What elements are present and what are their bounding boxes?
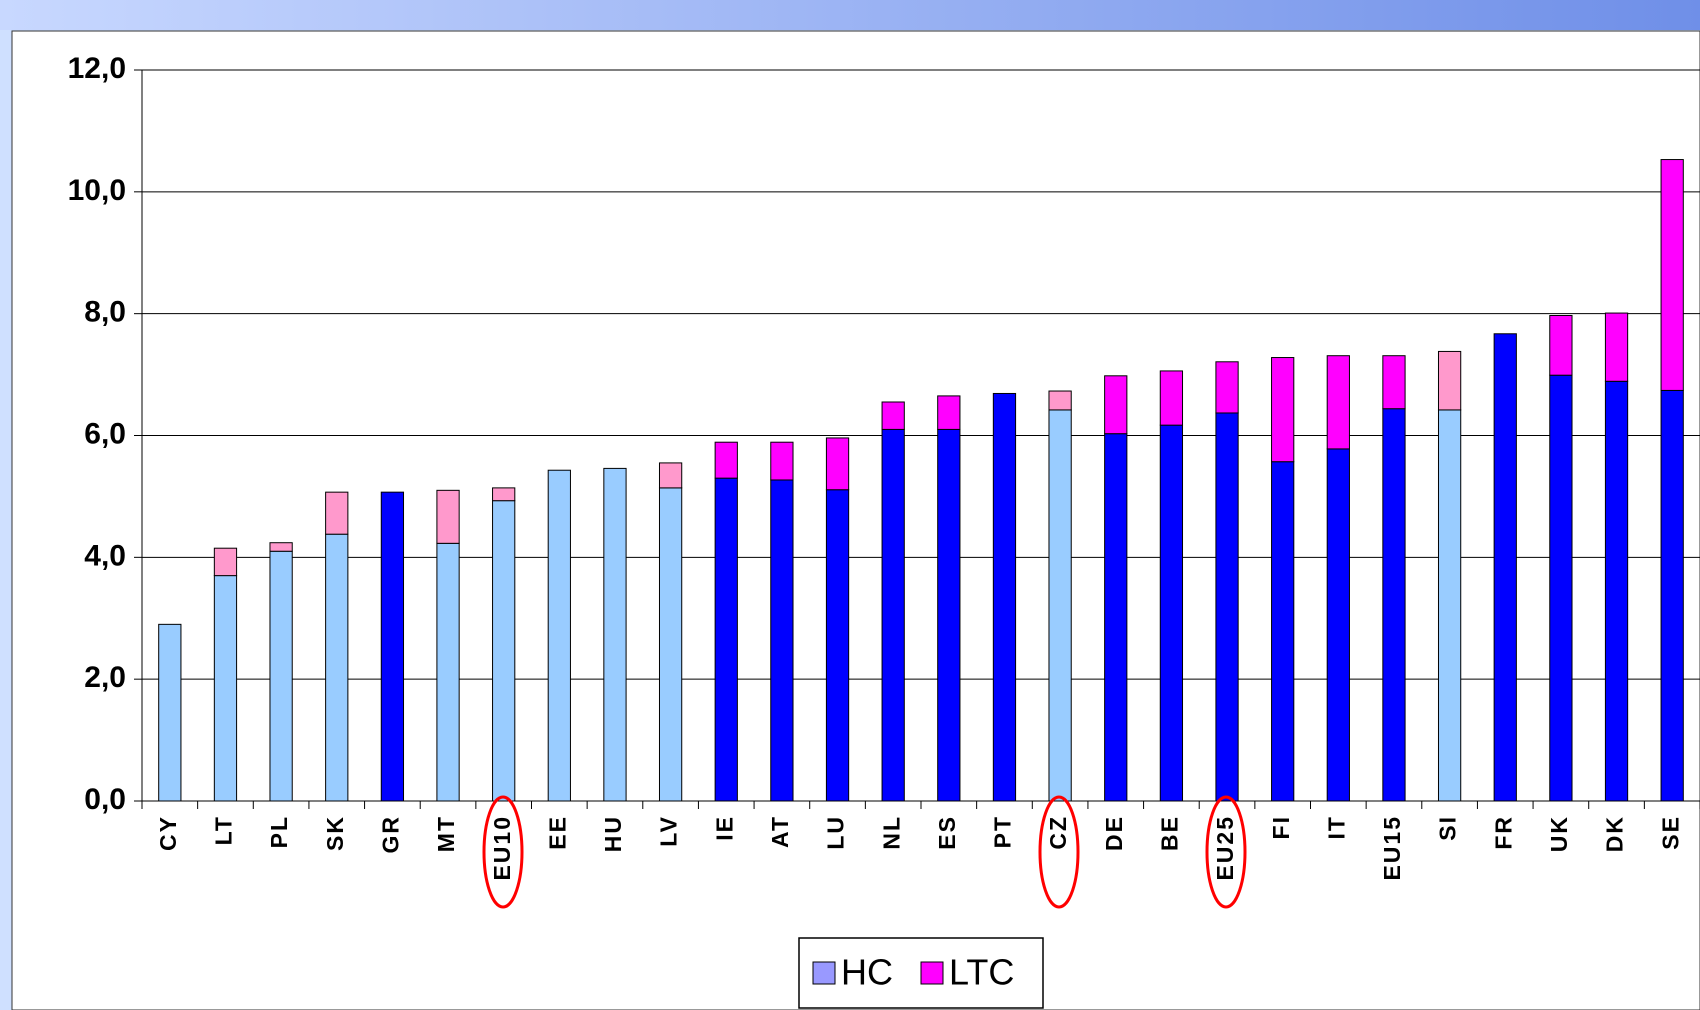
bar-segment: [1437, 409, 1462, 802]
x-tick-label: SI: [1435, 815, 1461, 841]
bar-segment: [158, 623, 182, 802]
x-tick-label: HU: [600, 815, 626, 852]
legend-swatch: [920, 961, 944, 985]
bar-segment: [992, 392, 1017, 802]
plot: 0,0 2,0 4,0 6,0 8,0 10,0 12,0 CY LT PL SK GR MT EU10 E…: [68, 52, 1700, 1009]
bar-segment: [436, 489, 460, 544]
x-tick-label: EU10: [489, 815, 515, 881]
bar-segment: [269, 550, 293, 802]
bar-segment: [881, 401, 905, 430]
bar-segment: [325, 491, 349, 535]
bar-segment: [825, 489, 850, 802]
bar-segment: [269, 542, 293, 552]
x-tick-label: IT: [1323, 815, 1349, 839]
bar-segment: [1159, 424, 1184, 802]
x-tick-label: SE: [1657, 815, 1683, 850]
x-tick-label: FI: [1268, 815, 1294, 839]
bar-segment: [603, 467, 627, 802]
legend-swatch: [812, 961, 836, 985]
bar-segment: [1326, 355, 1350, 450]
highlights: [482, 795, 1247, 909]
bar-segment: [1215, 412, 1239, 802]
bar-segment: [492, 487, 516, 502]
bar-segment: [714, 441, 738, 479]
legend-label: LTC: [949, 952, 1014, 993]
bar-segment: [213, 575, 238, 802]
x-tick-label: MT: [433, 815, 459, 852]
x-tick-label: CZ: [1045, 815, 1071, 850]
bar-segment: [1048, 390, 1072, 411]
y-tick-label: 2,0: [84, 661, 126, 694]
highlight-ellipse: [1205, 795, 1247, 909]
bar-segment: [937, 395, 961, 430]
y-tick-label: 10,0: [68, 174, 126, 207]
bar-segment: [547, 469, 571, 802]
x-tick-label: IE: [711, 815, 737, 841]
bar-segment: [714, 477, 738, 802]
bar-segment: [1604, 312, 1629, 382]
x-tick-label: BE: [1156, 815, 1182, 851]
bar-segment: [325, 533, 349, 802]
y-tick-label: 6,0: [84, 417, 126, 450]
x-tick-label: AT: [767, 815, 793, 848]
bar-segment: [658, 487, 683, 802]
bar-segment: [770, 479, 794, 802]
x-tick-label: LU: [823, 815, 849, 850]
top-band: [0, 0, 1700, 30]
bar-segment: [1271, 461, 1295, 802]
bar-segment: [1604, 380, 1629, 802]
bar-segment: [1104, 375, 1128, 435]
panel: [11, 30, 1700, 1010]
x-tick-label: PL: [266, 815, 292, 848]
bar-segment: [1048, 409, 1072, 802]
y-tick-label: 12,0: [68, 52, 126, 85]
legend-box: [798, 937, 1044, 1009]
bar-segment: [1159, 370, 1184, 426]
bar-segment: [1382, 408, 1406, 802]
y-tick-label: 8,0: [84, 296, 126, 329]
bar-segment: [937, 428, 961, 802]
x-tick-label: FR: [1490, 815, 1516, 850]
bar-segment: [1549, 374, 1573, 802]
bar-segment: [1660, 389, 1684, 802]
bar-segment: [1271, 357, 1295, 463]
legend-label: HC: [841, 952, 893, 993]
x-tick-label: DE: [1101, 815, 1127, 851]
bar-segment: [770, 441, 794, 481]
x-tick-label: PT: [990, 815, 1016, 848]
x-tick-label: SK: [322, 815, 348, 851]
bar-segment: [213, 547, 238, 577]
x-tick-label: LT: [211, 815, 237, 845]
bar-segment: [825, 437, 850, 491]
x-tick-label: EU15: [1379, 815, 1405, 881]
highlight-ellipse: [482, 795, 524, 909]
x-tick-label: CY: [155, 815, 181, 851]
bar-segment: [1215, 361, 1239, 414]
bar-segment: [1437, 350, 1462, 411]
x-tick-label: EU25: [1212, 815, 1238, 881]
bar-segment: [1326, 448, 1350, 802]
x-tick-label: NL: [878, 815, 904, 850]
x-tick-label: ES: [934, 815, 960, 850]
x-tick-label: EE: [544, 815, 570, 850]
bar-segment: [380, 491, 405, 802]
bar-segment: [881, 428, 905, 802]
x-tick-label: DK: [1602, 815, 1628, 852]
y-tick-label: 4,0: [84, 539, 126, 572]
x-tick-label: GR: [377, 815, 403, 854]
highlight-ellipse: [1038, 795, 1080, 909]
bar-segment: [1104, 433, 1128, 802]
y-tick-label: 0,0: [84, 783, 126, 816]
bar-segment: [1493, 333, 1517, 802]
x-tick-label: UK: [1546, 815, 1572, 852]
x-tick-label: LV: [656, 815, 682, 847]
bar-segment: [1382, 355, 1406, 410]
bar-segment: [1660, 159, 1684, 391]
bar-segment: [1549, 314, 1573, 376]
bar-segment: [436, 542, 460, 802]
bar-segment: [658, 462, 683, 489]
bar-segment: [492, 500, 516, 802]
